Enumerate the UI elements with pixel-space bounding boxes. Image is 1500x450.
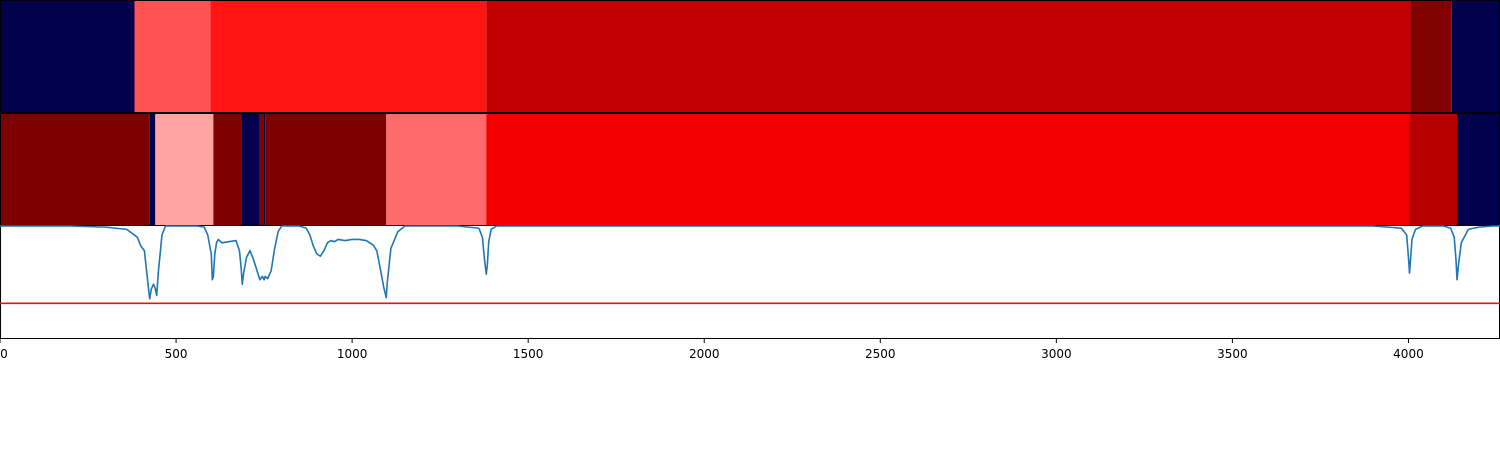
x-axis: 0 500 1000 1500 2000 2500 3000 3500 4000 [0,338,1424,361]
line-panel-frame [0,225,1500,339]
heatmap-cell [1410,1,1452,112]
heatmap-cell [1457,114,1500,225]
heatmap-cell [265,114,387,225]
x-tick-label: 1500 [513,347,544,361]
line-panel [0,225,1500,339]
heatmap-cell [386,114,487,225]
series-line-1 [0,225,1500,300]
heatmap-cell [155,114,214,225]
x-tick-label: 0 [0,347,8,361]
heatmap-cell [0,1,135,112]
x-tick-label: 500 [165,347,188,361]
heatmap-cell [486,1,1411,112]
heatmap-cell [149,114,156,225]
heatmap-cell [486,114,1410,225]
heatmap-cell [263,114,266,225]
heatmap-cell [0,114,150,225]
x-tick-label: 1000 [337,347,368,361]
heatmap-panels [0,0,1500,226]
heatmap-cell [259,114,264,225]
x-tick-label: 2500 [865,347,896,361]
heatmap-cell [213,114,242,225]
heatmap-cell [1451,1,1500,112]
x-tick-label: 2000 [689,347,720,361]
heatmap-cell [210,1,487,112]
heatmap-cell [1409,114,1458,225]
x-tick-label: 3500 [1217,347,1248,361]
heatmap-cell [241,114,260,225]
heatmap-cell [134,1,211,112]
x-tick-label: 3000 [1041,347,1072,361]
heatmap-row-1 [0,0,1500,113]
heatmap-row-2 [0,113,1500,226]
x-tick-label: 4000 [1393,347,1424,361]
